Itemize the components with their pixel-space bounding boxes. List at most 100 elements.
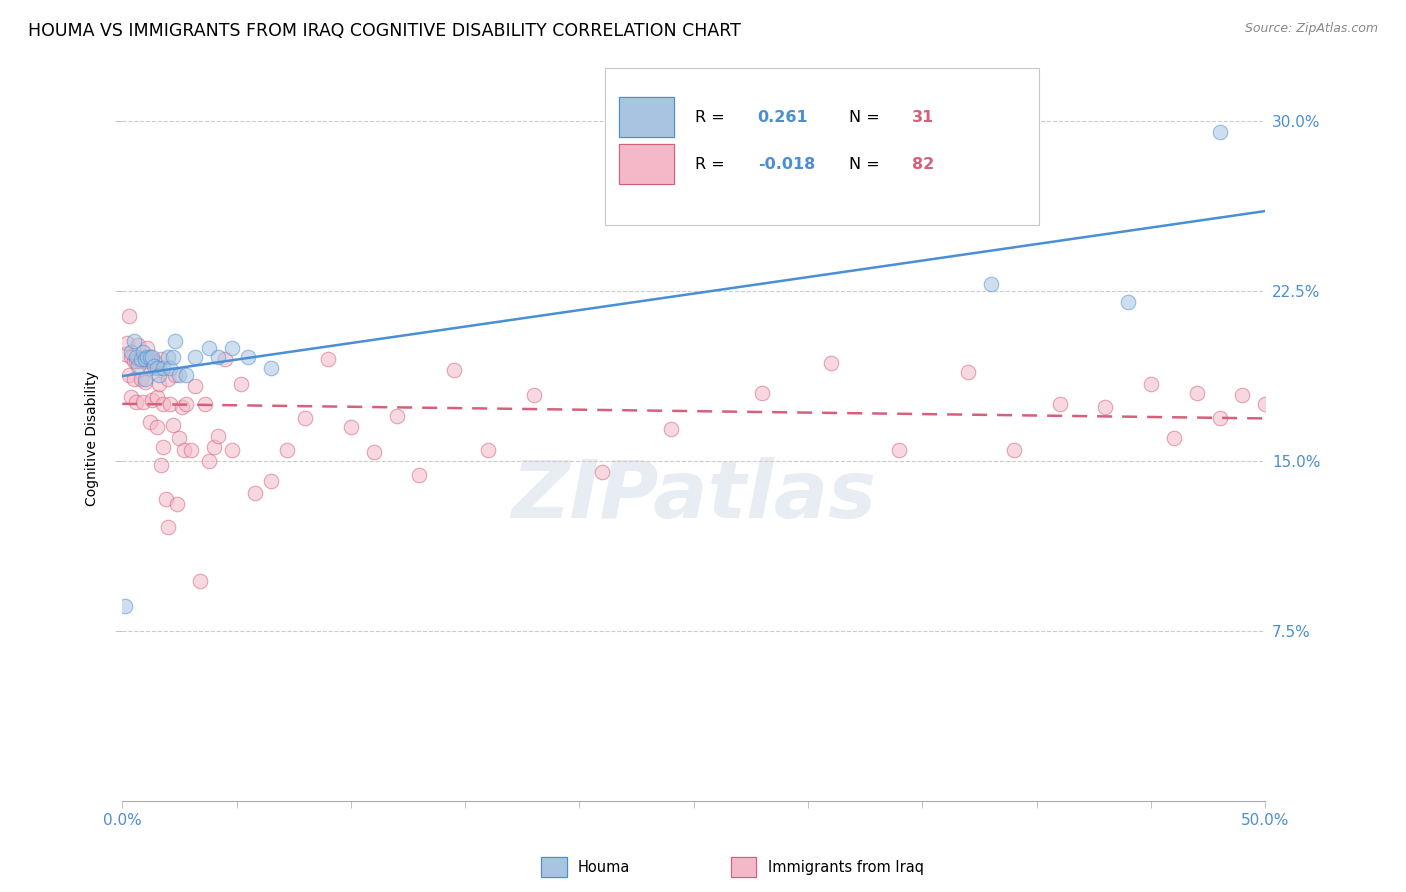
Text: R =: R = (695, 110, 730, 125)
Point (129, 351, 152, 366)
Point (408, 467, 430, 482)
Point (1140, 376, 1163, 391)
Point (260, 361, 283, 376)
Point (122, 334, 145, 348)
Point (148, 376, 170, 391)
Point (134, 351, 156, 366)
Point (114, 347, 136, 361)
Bar (620, 145, 675, 185)
Text: Houma: Houma (578, 860, 630, 874)
Point (114, 599, 136, 613)
Point (1232, 388, 1254, 402)
Point (159, 397, 181, 411)
Point (143, 354, 166, 368)
Point (120, 391, 142, 405)
Point (198, 341, 221, 355)
Point (1163, 431, 1185, 445)
Point (169, 368, 191, 382)
Point (184, 379, 207, 393)
Point (134, 354, 156, 368)
Point (188, 574, 211, 589)
Point (174, 397, 197, 411)
Point (221, 341, 243, 355)
Point (163, 334, 186, 348)
Point (134, 375, 156, 389)
Point (957, 366, 980, 380)
Point (214, 351, 236, 366)
Point (125, 395, 148, 409)
Point (132, 345, 155, 359)
Point (236, 350, 259, 364)
Point (127, 359, 149, 373)
Point (152, 397, 174, 411)
Point (170, 400, 193, 414)
Point (138, 416, 160, 430)
Point (659, 422, 682, 436)
Point (980, 277, 1002, 291)
Point (889, 442, 911, 457)
Point (129, 354, 152, 368)
Point (122, 372, 145, 386)
Text: 31: 31 (912, 110, 935, 125)
Point (751, 385, 773, 400)
Point (120, 345, 142, 359)
Point (1002, 442, 1025, 457)
Point (243, 485, 266, 500)
Point (134, 372, 156, 386)
Point (125, 354, 148, 368)
Point (115, 336, 138, 351)
Point (162, 417, 184, 432)
Point (207, 429, 229, 443)
Point (1185, 385, 1208, 400)
Point (1208, 125, 1230, 139)
Point (174, 368, 197, 382)
Point (127, 351, 149, 366)
Point (166, 497, 188, 511)
Point (125, 350, 148, 364)
Point (141, 392, 163, 407)
Point (260, 475, 283, 489)
Point (122, 354, 145, 368)
Point (294, 410, 316, 425)
Point (1049, 397, 1071, 411)
Text: ZIPatlas: ZIPatlas (512, 458, 876, 535)
Point (132, 351, 155, 366)
Point (136, 341, 159, 355)
Point (1254, 397, 1277, 411)
Bar (620, 97, 675, 137)
Point (180, 442, 202, 457)
Point (150, 351, 173, 366)
Point (443, 363, 465, 377)
Text: 82: 82 (912, 157, 935, 172)
Text: -0.018: -0.018 (758, 157, 815, 172)
Point (138, 350, 160, 364)
Text: R =: R = (695, 157, 730, 172)
Point (145, 391, 167, 405)
Point (221, 442, 243, 457)
Point (152, 361, 174, 376)
Point (193, 397, 215, 411)
Point (163, 368, 186, 382)
Point (156, 519, 179, 533)
Bar (620, 97, 675, 137)
Text: N =: N = (849, 157, 884, 172)
Text: N =: N = (849, 110, 884, 125)
Point (136, 350, 159, 364)
Point (340, 420, 363, 434)
Point (156, 350, 179, 364)
Point (148, 368, 170, 382)
Point (173, 442, 195, 457)
Point (134, 351, 156, 366)
Point (184, 350, 207, 364)
Point (118, 368, 141, 382)
Text: Source: ZipAtlas.com: Source: ZipAtlas.com (1244, 22, 1378, 36)
Point (198, 454, 221, 468)
Point (156, 372, 179, 386)
Point (141, 354, 163, 368)
Point (523, 388, 546, 402)
Point (155, 492, 177, 507)
Point (138, 361, 160, 376)
Point (162, 350, 184, 364)
Point (127, 338, 149, 352)
Point (120, 350, 142, 364)
